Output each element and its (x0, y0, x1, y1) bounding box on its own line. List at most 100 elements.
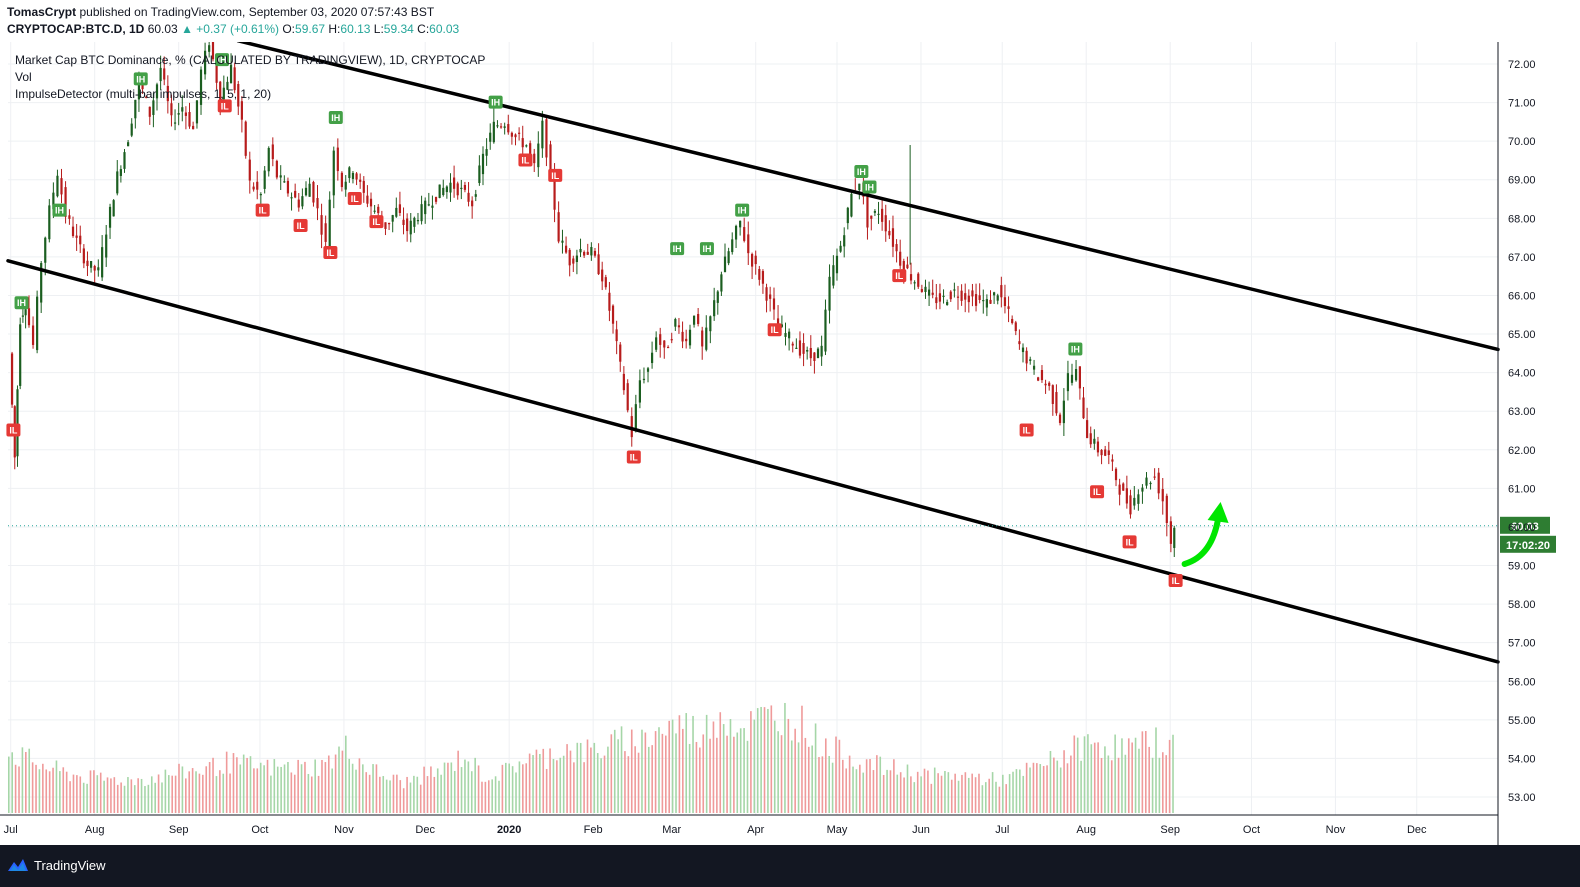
volume-bar (505, 762, 507, 813)
volume-bar (399, 780, 402, 813)
arrow-up-icon[interactable] (1181, 512, 1222, 567)
candle-body (248, 159, 251, 181)
y-tick-label: 62.00 (1508, 445, 1536, 457)
symbol-label[interactable]: CRYPTOCAP:BTC.D, 1D (7, 22, 145, 36)
candle-body (71, 226, 75, 237)
volume-bar (494, 776, 497, 813)
candle-body (646, 368, 650, 372)
candle-body (188, 112, 191, 127)
candle-body (373, 210, 376, 212)
time-axis[interactable]: Jul Aug Sep Oct Nov Dec 2020 Feb Mar Apr May Jun Jul… (0, 814, 1498, 836)
volume-bar (590, 747, 592, 813)
volume-bar (576, 742, 579, 813)
candle-body (130, 123, 133, 136)
marker-label: IH (738, 206, 747, 216)
candle-body (909, 274, 913, 281)
candle-body (1058, 414, 1062, 423)
legend-main[interactable]: Market Cap BTC Dominance, % (CALCULATED … (15, 53, 486, 67)
volume-bar (1121, 738, 1123, 813)
volume-bar (358, 758, 361, 813)
volume-bar (253, 768, 255, 813)
volume-bar (1104, 746, 1106, 813)
volume-bar (1127, 738, 1130, 813)
candle-body (788, 331, 791, 339)
candle-body (630, 416, 633, 438)
upper-channel-line[interactable] (236, 39, 1500, 352)
candle-body (170, 103, 173, 116)
candle-body (127, 142, 130, 147)
volume-bar (1155, 727, 1157, 813)
volume-bar (559, 757, 562, 813)
arrow-head-icon[interactable] (1207, 501, 1229, 523)
candle-body (155, 84, 159, 99)
candle-body (503, 126, 506, 128)
price-axis[interactable]: 53.00 54.00 55.00 56.00 57.00 58.00 59.00 60.00… (1497, 42, 1536, 845)
y-tick-label: 67.00 (1508, 252, 1536, 264)
annotation-layer[interactable]: 60.03 17:02:20 (8, 501, 1556, 567)
open-value: 59.67 (295, 22, 326, 36)
volume-bar (1162, 752, 1164, 813)
candle-body (1089, 433, 1092, 445)
volume-bar (45, 769, 48, 813)
tradingview-brand[interactable]: TradingView (34, 858, 106, 873)
volume-bar (1134, 737, 1137, 813)
candle-body (192, 125, 195, 130)
volume-bar (185, 778, 187, 813)
lower-channel-line[interactable] (6, 259, 1500, 664)
candle-body (642, 378, 646, 381)
marker-label: IL (326, 248, 335, 258)
volume-bar (1008, 774, 1011, 813)
volume-bar (327, 755, 330, 813)
volume-bar (682, 728, 684, 813)
price-chart[interactable]: IH IH IH IH IH IH IH IH IH IH IH IH IL IL IL IL IL IL IL IL… (0, 34, 1580, 845)
volume-bar (120, 782, 122, 813)
candle-body (359, 179, 362, 182)
volume-bar (331, 768, 333, 813)
candle-body (982, 300, 985, 302)
volume-bar (259, 762, 262, 813)
volume-bar (283, 764, 286, 813)
candle-body (942, 295, 945, 297)
volume-bar (610, 734, 613, 813)
marker-badge (323, 246, 338, 260)
candle-body (754, 255, 757, 265)
marker-badge (767, 323, 782, 337)
impulse-low-marker: IL (1122, 535, 1137, 549)
volume-bar (930, 783, 933, 813)
candle-body (888, 230, 891, 236)
candle-body (391, 215, 394, 222)
chart-area[interactable]: IH IH IH IH IH IH IH IH IH IH IH IH IL IL IL IL IL IL IL IL… (0, 34, 1580, 845)
candle-body (553, 172, 556, 210)
volume-bar (1093, 742, 1096, 813)
volume-bar (351, 763, 354, 813)
volume-bar (246, 757, 248, 813)
countdown-tag[interactable] (1500, 535, 1556, 553)
volume-bar (886, 769, 888, 813)
volume-bar (430, 766, 432, 813)
volume-bar (1144, 730, 1147, 813)
candle-body (68, 215, 71, 219)
candle-body (960, 290, 963, 301)
candle-body (758, 269, 761, 280)
candle-body (978, 295, 981, 300)
trend-lines[interactable] (6, 39, 1500, 664)
candle-body (362, 180, 365, 193)
x-tick-label: Aug (1076, 824, 1096, 836)
volume-bar (464, 759, 466, 813)
candle-body (795, 347, 798, 349)
legend-volume[interactable]: Vol (15, 70, 32, 84)
candle-body (427, 204, 430, 206)
legend-indicator[interactable]: ImpulseDetector (multi-bar impulses, 1, … (15, 87, 272, 101)
volume-bar (709, 738, 711, 813)
current-price-tag[interactable] (1500, 516, 1550, 534)
volume-bar (300, 764, 303, 813)
candle-body (537, 143, 540, 168)
x-tick-label: Feb (584, 824, 603, 836)
volume-bar (545, 768, 548, 813)
volume-bar (865, 759, 868, 813)
impulse-high-marker: IH (215, 53, 230, 67)
volume-bar (106, 777, 109, 813)
author-name[interactable]: TomasCrypt (7, 5, 77, 19)
tradingview-logo-icon[interactable] (7, 856, 29, 874)
price-change: ▲ +0.37 (+0.61%) (181, 22, 279, 36)
